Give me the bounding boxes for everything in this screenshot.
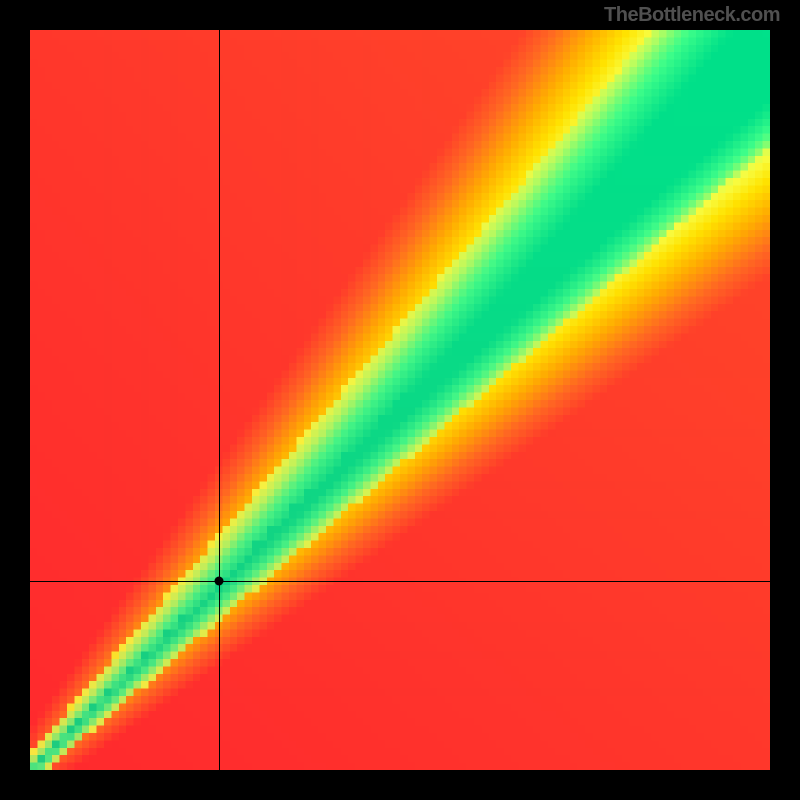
heatmap-canvas [30,30,770,770]
crosshair-horizontal [30,581,770,582]
attribution-text: TheBottleneck.com [604,4,780,27]
crosshair-marker [214,577,223,586]
chart-frame: TheBottleneck.com [0,0,800,800]
crosshair-vertical [219,30,220,770]
heatmap-plot [30,30,770,770]
